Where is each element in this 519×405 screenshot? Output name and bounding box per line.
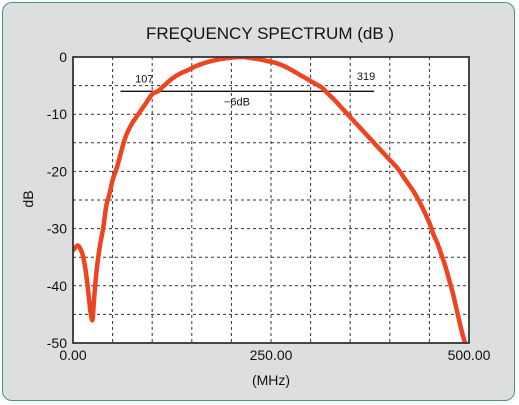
plot-border (72, 56, 470, 344)
y-tick-label: 0 (59, 49, 67, 65)
minus-6db-label: −6dB (224, 96, 250, 108)
x-axis-label: (MHz) (252, 372, 290, 388)
y-axis-label: dB (20, 190, 36, 207)
y-tick-label: -50 (47, 335, 67, 351)
y-tick-label: -20 (47, 163, 67, 179)
x-tick-label: 250.00 (250, 347, 293, 363)
annotation-label: 107 (135, 74, 153, 86)
annotations: −6dB 107 319 (120, 71, 375, 108)
annotation-label: 319 (357, 71, 375, 83)
x-tick-label: 0.00 (59, 347, 86, 363)
y-tick-label: -30 (47, 221, 67, 237)
y-tick-label: -40 (47, 278, 67, 294)
tick-labels: 0 -10 -20 -30 -40 -500.00 250.00 500.00 (47, 49, 491, 363)
y-tick-label: -10 (47, 106, 67, 122)
x-tick-label: 500.00 (448, 347, 491, 363)
chart-title: FREQUENCY SPECTRUM (dB ) (146, 24, 394, 43)
